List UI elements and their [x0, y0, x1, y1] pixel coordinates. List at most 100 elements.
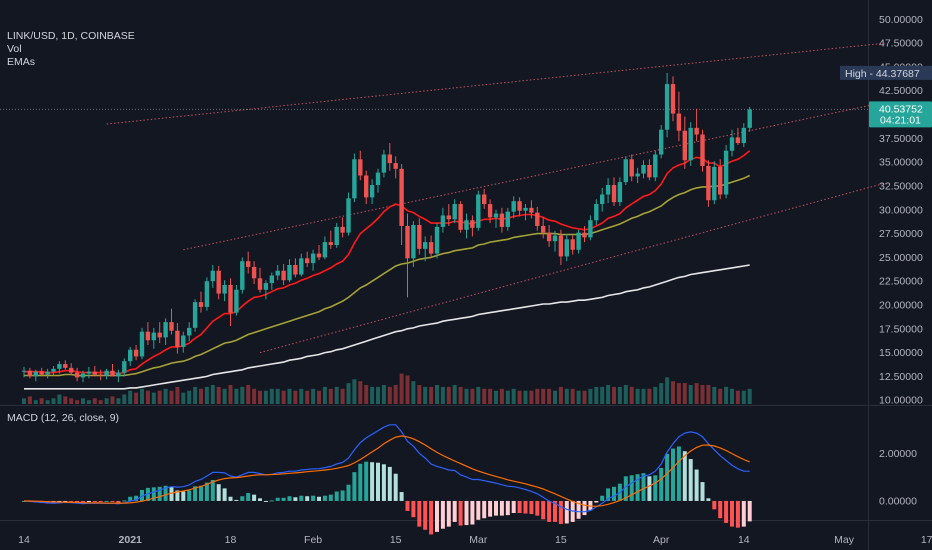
volume-bar — [647, 388, 652, 404]
macd-histogram-bar — [163, 485, 168, 501]
macd-histogram-bar — [358, 463, 363, 501]
candle — [263, 280, 269, 300]
candle — [588, 215, 593, 241]
candle-body — [670, 84, 676, 114]
candle-body — [346, 198, 351, 233]
volume-bar — [57, 394, 62, 404]
price-tick-label: 22.50000 — [879, 276, 923, 288]
macd-histogram-bar — [393, 473, 398, 501]
candle — [45, 368, 50, 379]
macd-histogram-bar — [157, 486, 162, 501]
candle — [80, 370, 86, 383]
macd-legend[interactable]: MACD (12, 26, close, 9) — [7, 412, 120, 424]
volume-bar — [623, 385, 628, 404]
candle — [98, 369, 103, 381]
candle — [712, 161, 717, 205]
volume-bar — [612, 386, 616, 404]
macd-histogram-bar — [476, 500, 481, 520]
candle — [517, 197, 522, 217]
symbol-legend[interactable]: LINK/USD, 1D, COINBASE — [7, 30, 135, 42]
candle-body — [246, 261, 251, 267]
time-tick-label: Apr — [653, 534, 670, 546]
candle-body — [381, 154, 387, 173]
volume-bar — [694, 383, 699, 404]
candle-body — [251, 266, 257, 279]
macd-histogram-bar — [612, 486, 616, 501]
macd-histogram-bar — [458, 500, 463, 526]
volume-bar — [275, 388, 280, 404]
volume-bar — [735, 390, 740, 404]
candle-body — [151, 332, 156, 341]
volume-bar — [494, 390, 498, 404]
candle-body — [517, 201, 522, 211]
macd-histogram-bar — [364, 461, 369, 501]
candle-body — [623, 159, 628, 183]
volume-bar — [641, 388, 646, 404]
volume-bar — [724, 386, 729, 404]
macd-histogram-bar — [730, 500, 734, 527]
macd-histogram-bar — [405, 500, 410, 511]
macd-histogram-bar — [641, 473, 646, 501]
candle — [723, 145, 729, 199]
candle — [582, 225, 587, 243]
candle-body — [181, 335, 186, 347]
volume-bar — [22, 398, 26, 404]
price-tick-label: 50.00000 — [879, 14, 923, 26]
candle-body — [69, 367, 74, 373]
macd-histogram-bar — [340, 490, 345, 501]
ema-line-1 — [24, 174, 751, 377]
volume-bar — [741, 390, 746, 404]
macd-histogram-bar — [387, 466, 392, 501]
candle-body — [493, 213, 499, 218]
price-tick-label: 20.00000 — [879, 300, 923, 312]
candle-body — [33, 371, 38, 377]
macd-histogram-bar — [629, 475, 634, 501]
emas-legend[interactable]: EMAs — [7, 56, 36, 68]
candle — [110, 364, 115, 377]
candle — [558, 229, 564, 265]
candle-body — [27, 370, 33, 377]
macd-histogram-bar — [488, 500, 493, 517]
candle-body — [128, 349, 133, 362]
candle — [688, 122, 693, 166]
volume-bar — [505, 390, 510, 404]
price-tick-label: 15.00000 — [879, 347, 923, 359]
candle-body — [204, 281, 210, 307]
candle-body — [629, 159, 634, 177]
candle-body — [594, 204, 599, 221]
candle — [145, 322, 151, 345]
candle — [476, 190, 481, 231]
candle — [605, 178, 611, 204]
macd-histogram-bar — [187, 490, 192, 501]
candle — [546, 225, 552, 247]
volume-bar — [69, 398, 74, 404]
vol-legend[interactable]: Vol — [7, 43, 22, 55]
price-tick-label: 30.00000 — [879, 204, 923, 216]
candle-body — [80, 373, 86, 378]
macd-histogram-bar — [653, 475, 658, 501]
candle-body — [417, 225, 422, 249]
time-tick-label: 15 — [555, 534, 567, 546]
macd-histogram-bar — [263, 500, 268, 502]
macd-histogram-bar — [464, 500, 469, 526]
price-tick-label: 17.50000 — [879, 323, 923, 335]
macd-histogram-bar — [682, 451, 687, 501]
macd-histogram-bar — [694, 469, 699, 501]
candle — [334, 223, 339, 248]
candle-body — [63, 364, 68, 368]
macd-histogram-bar — [541, 500, 546, 520]
volume-bar — [187, 390, 192, 404]
volume-bar — [541, 388, 546, 404]
candle-body — [541, 225, 546, 233]
macd-histogram-bar — [423, 500, 428, 530]
macd-histogram-bar — [322, 495, 327, 501]
candle-body — [86, 371, 92, 374]
volume-bar — [682, 383, 687, 404]
candle-body — [322, 242, 328, 258]
candle-body — [476, 194, 481, 228]
candle — [210, 265, 215, 288]
candle — [393, 156, 398, 179]
candle-body — [51, 368, 56, 372]
candle-body — [405, 225, 410, 259]
